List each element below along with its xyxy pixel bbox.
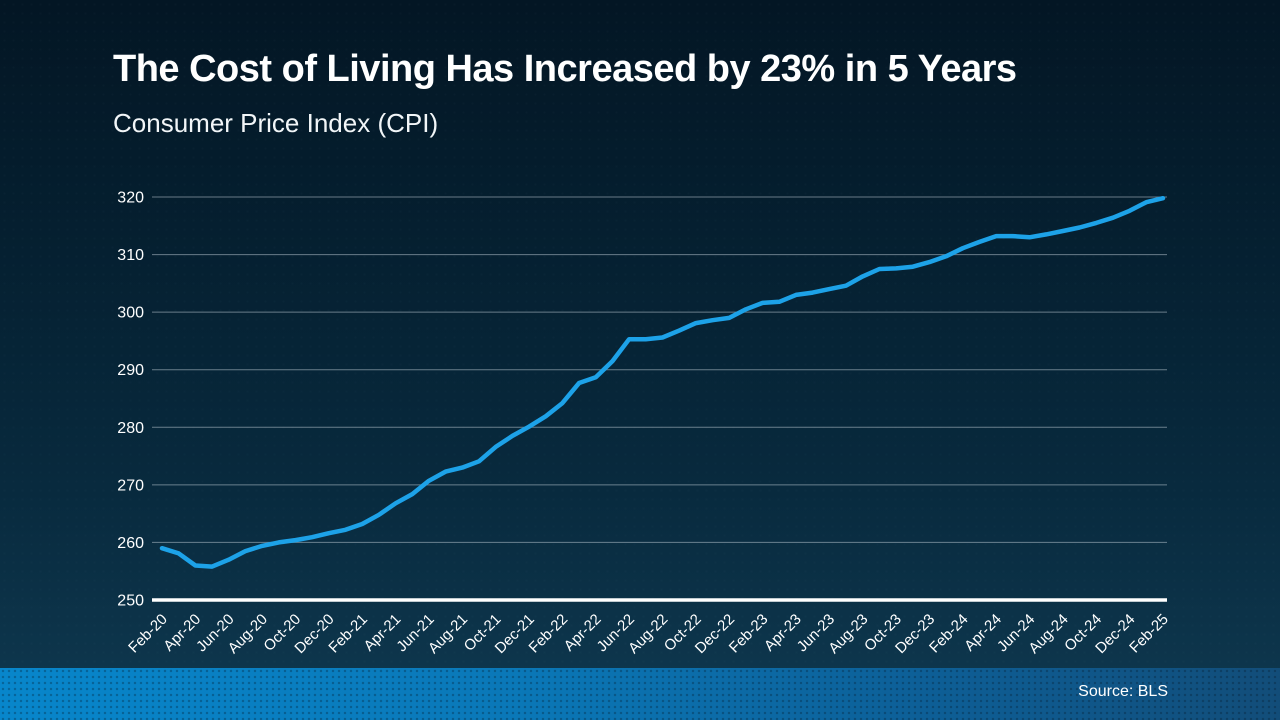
source-label: Source: BLS — [1078, 683, 1168, 700]
y-axis-tick-label: 310 — [117, 247, 144, 264]
chart-subtitle: Consumer Price Index (CPI) — [113, 108, 439, 138]
footer-band: Source: BLS — [0, 668, 1280, 720]
y-axis-tick-label: 250 — [117, 593, 144, 610]
y-axis-tick-label: 300 — [117, 305, 144, 322]
x-axis-tick-label: Feb-20 — [125, 611, 171, 657]
y-axis-tick-label: 280 — [117, 420, 144, 437]
y-axis-tick-label: 270 — [117, 477, 144, 494]
cpi-line-series — [159, 195, 1166, 569]
chart-title: The Cost of Living Has Increased by 23% … — [113, 48, 1017, 90]
y-axis-tick-label: 320 — [117, 190, 144, 207]
y-axis-tick-label: 260 — [117, 535, 144, 552]
y-axis-tick-label: 290 — [117, 362, 144, 379]
